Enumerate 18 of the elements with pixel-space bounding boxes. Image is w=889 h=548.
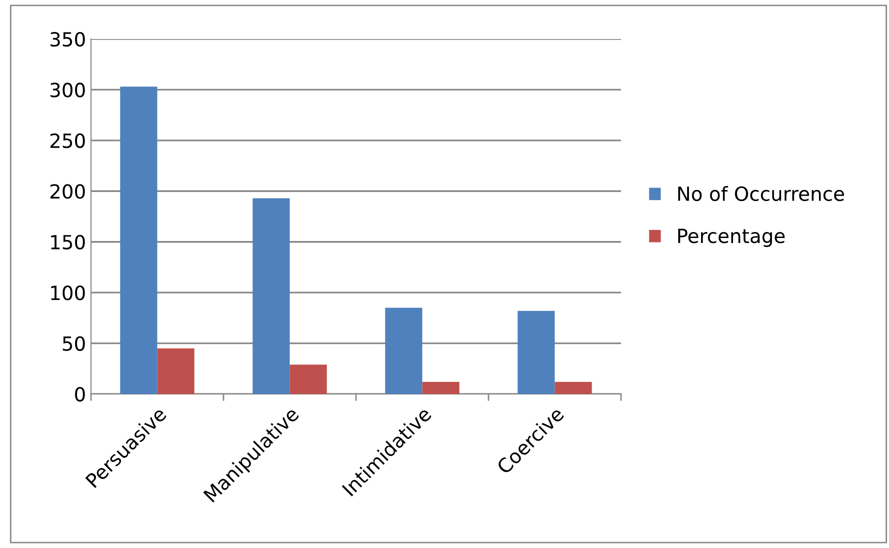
bar [252, 198, 290, 394]
y-tick-label: 250 [50, 133, 85, 148]
y-tick-label: 300 [50, 82, 85, 98]
bar [554, 382, 592, 394]
y-tick-label: 200 [50, 184, 85, 199]
y-tick-label: 100 [51, 286, 85, 300]
y-tick-label: 350 [50, 32, 85, 47]
bar [290, 364, 327, 394]
legend-label: Percentage [678, 228, 785, 247]
y-tick-label: 0 [75, 386, 85, 402]
bar [120, 86, 158, 394]
bar [385, 308, 422, 394]
bar [157, 348, 194, 394]
bar [518, 310, 555, 394]
legend-label: No of Occurrence [678, 186, 844, 202]
y-tick-label: 150 [51, 234, 85, 250]
y-tick-label: 50 [62, 336, 85, 351]
bar [422, 382, 460, 394]
